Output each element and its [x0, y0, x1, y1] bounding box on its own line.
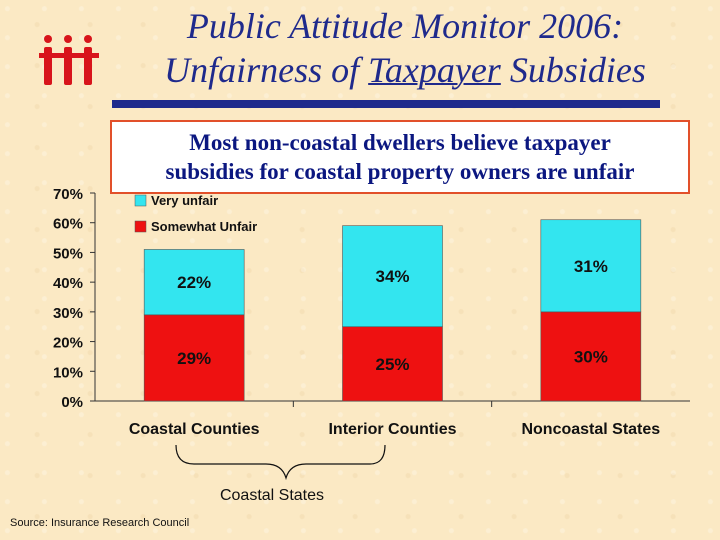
data-label: 31%: [574, 257, 608, 276]
bar-very-unfair: [540, 219, 642, 313]
x-category-label: Noncoastal States: [521, 421, 660, 438]
legend-swatch: [134, 220, 147, 233]
iii-logo: [39, 35, 99, 85]
data-label: 22%: [177, 273, 211, 292]
bar-somewhat-unfair: [143, 314, 245, 402]
data-label: 29%: [177, 349, 211, 368]
axis-layer: 0% 10% 20% 30% 40% 50% 60% 70% Coastal Counties I…: [53, 186, 690, 438]
bar-very-unfair: [143, 249, 245, 316]
bar-layer: [143, 219, 642, 402]
y-tick-label: 70%: [53, 186, 83, 203]
title-line-1: Public Attitude Monitor 2006:: [186, 6, 624, 46]
legend-swatch: [134, 194, 147, 207]
bar-somewhat-unfair: [342, 326, 443, 402]
page-title: Public Attitude Monitor 2006: Unfairness…: [115, 4, 695, 92]
callout-box: Most non-coastal dwellers believe taxpay…: [110, 120, 690, 194]
title-underlined-word: Taxpayer: [368, 50, 501, 90]
y-tick-label: 10%: [53, 364, 83, 381]
brace-path: [175, 444, 386, 481]
data-label: 25%: [375, 355, 409, 374]
y-tick-label: 0%: [61, 394, 83, 411]
y-tick-label: 30%: [53, 305, 83, 322]
coastal-states-brace: Coastal States: [175, 444, 386, 504]
x-category-label: Interior Counties: [328, 421, 456, 438]
callout-line-1: Most non-coastal dwellers believe taxpay…: [189, 130, 611, 155]
legend-label: Very unfair: [151, 193, 218, 208]
brace-label: Coastal States: [220, 487, 324, 504]
y-tick-label: 60%: [53, 216, 83, 233]
callout-line-2: subsidies for coastal property owners ar…: [165, 159, 635, 184]
title-line-2-post: Subsidies: [500, 50, 646, 90]
data-label: 34%: [375, 267, 409, 286]
label-layer: 29% 22% 25% 34% 30% 31%: [177, 257, 608, 374]
y-tick-label: 50%: [53, 245, 83, 262]
bar-very-unfair: [342, 225, 443, 328]
legend: Very unfair Somewhat Unfair: [134, 193, 257, 234]
bar-somewhat-unfair: [540, 311, 642, 402]
y-tick-label: 40%: [53, 275, 83, 292]
source-note: Source: Insurance Research Council: [10, 517, 190, 529]
data-label: 30%: [574, 347, 608, 366]
x-category-label: Coastal Counties: [129, 421, 260, 438]
legend-label: Somewhat Unfair: [151, 219, 257, 234]
title-line-2: Unfairness of Taxpayer Subsidies: [115, 48, 695, 92]
title-line-2-pre: Unfairness of: [164, 50, 369, 90]
y-tick-label: 20%: [53, 335, 83, 352]
title-rule: [112, 100, 660, 108]
